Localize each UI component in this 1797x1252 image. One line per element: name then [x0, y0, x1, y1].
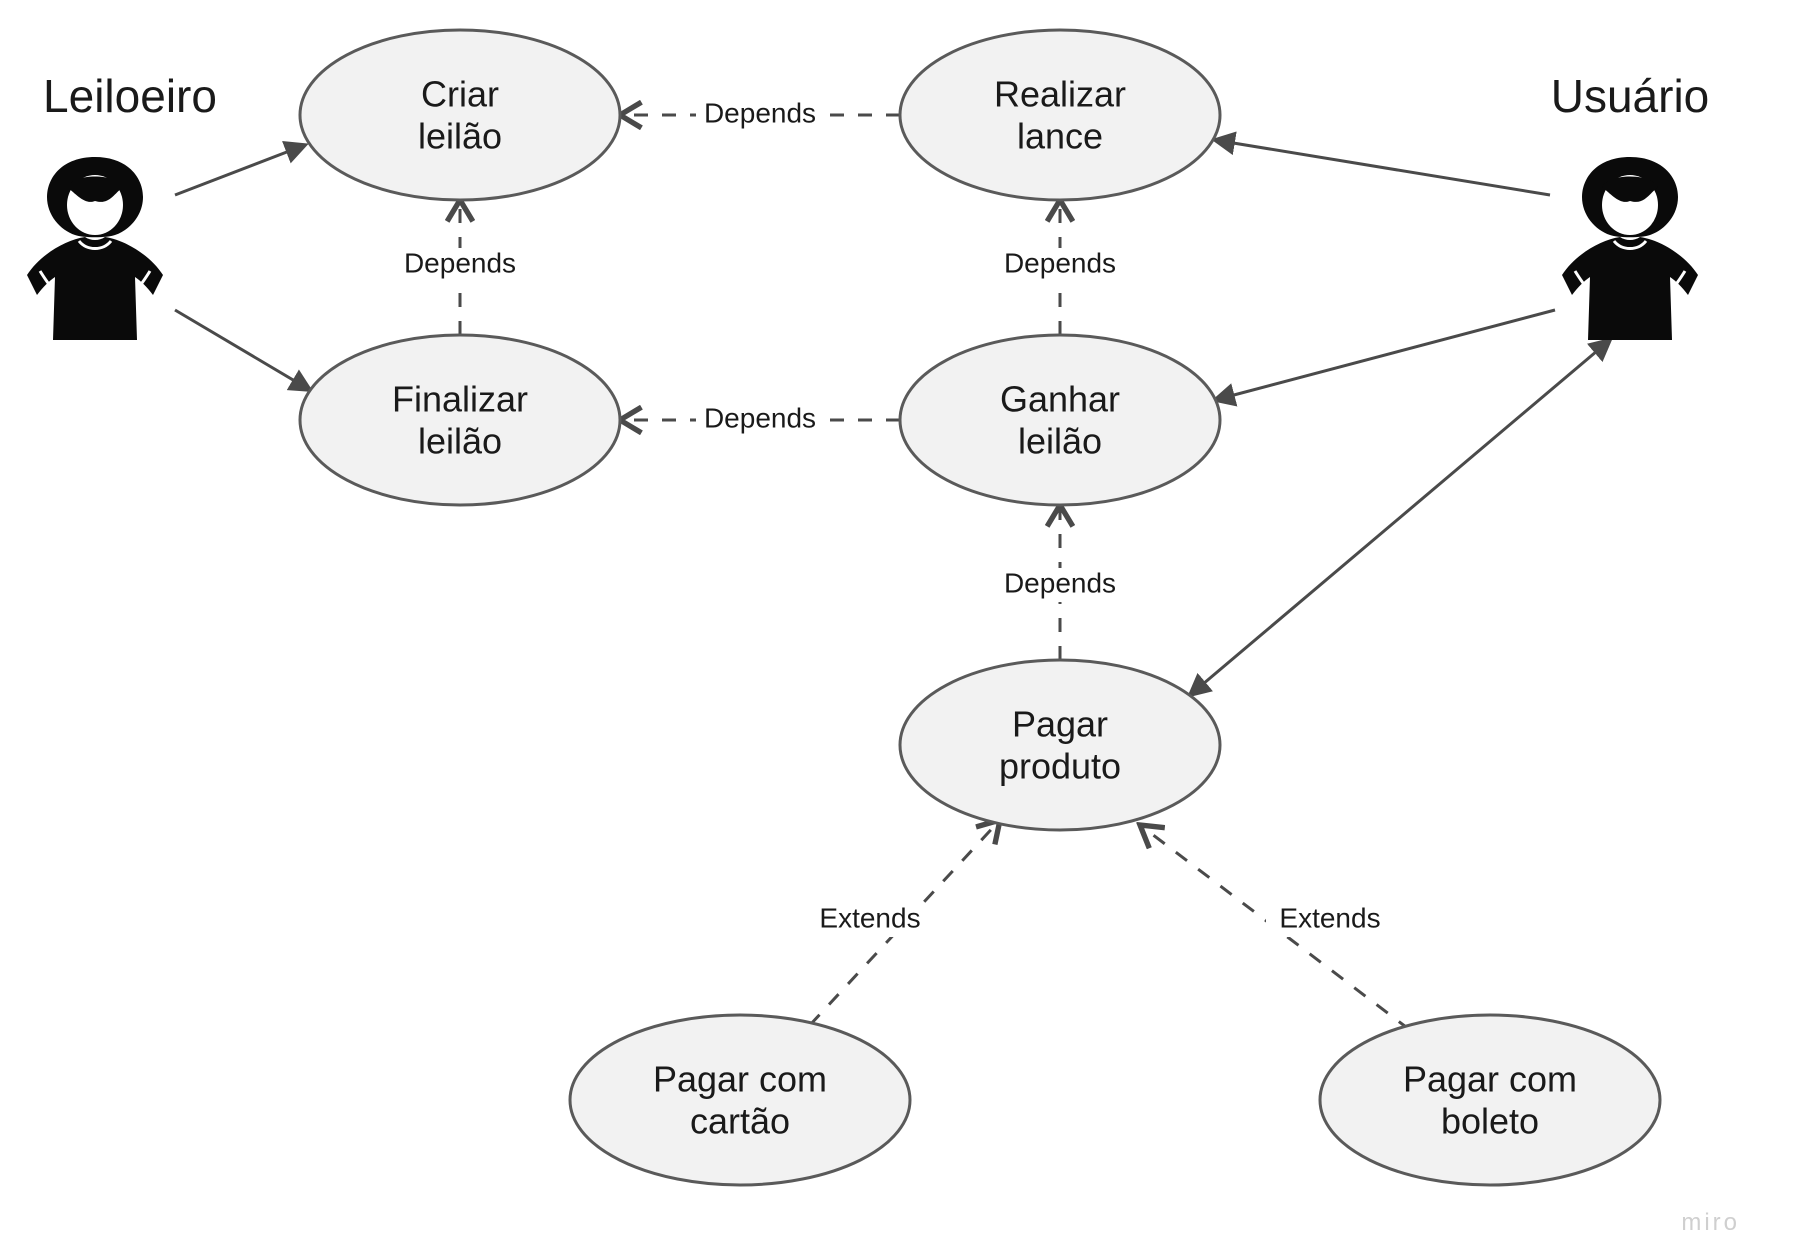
edges-layer	[175, 115, 1610, 1030]
use-case-label: boleto	[1441, 1101, 1539, 1142]
use-case-realizar-lance: Realizarlance	[900, 30, 1220, 200]
edge-label-realizar-criar: Depends	[704, 97, 816, 128]
edge-usuario-pagar	[1190, 340, 1610, 695]
actor-usuario	[1562, 157, 1698, 340]
use-case-ganhar-leilao: Ganharleilão	[900, 335, 1220, 505]
use-case-label: Ganhar	[1000, 379, 1120, 420]
use-case-criar-leilao: Criarleilão	[300, 30, 620, 200]
edge-label-ganhar-realizar: Depends	[1004, 247, 1116, 278]
use-case-label: leilão	[1018, 421, 1102, 462]
use-case-pagar-boleto: Pagar comboleto	[1320, 1015, 1660, 1185]
use-case-diagram: CriarleilãoRealizarlanceFinalizarleilãoG…	[0, 0, 1797, 1252]
edge-labels-layer: Depends Depends Depends Depends Depends Exten…	[396, 97, 1394, 937]
use-case-label: lance	[1017, 116, 1103, 157]
use-case-label: leilão	[418, 421, 502, 462]
edge-label-ganhar-finalizar: Depends	[704, 402, 816, 433]
actors-layer: Leiloeiro Usuário	[27, 70, 1709, 340]
person-icon	[1562, 157, 1698, 340]
use-cases-layer: CriarleilãoRealizarlanceFinalizarleilãoG…	[300, 30, 1660, 1185]
use-case-label: Pagar	[1012, 704, 1108, 745]
use-case-label: cartão	[690, 1101, 790, 1142]
use-case-label: Pagar com	[653, 1059, 827, 1100]
actor-label-leiloeiro: Leiloeiro	[43, 70, 217, 122]
edge-label-pagar-ganhar: Depends	[1004, 567, 1116, 598]
use-case-label: Finalizar	[392, 379, 528, 420]
use-case-label: Pagar com	[1403, 1059, 1577, 1100]
use-case-label: Realizar	[994, 74, 1126, 115]
actor-label-usuario: Usuário	[1551, 70, 1710, 122]
edge-leiloeiro-criar	[175, 145, 305, 195]
edge-leiloeiro-finalizar	[175, 310, 310, 390]
use-case-finalizar-leilao: Finalizarleilão	[300, 335, 620, 505]
use-case-pagar-produto: Pagarproduto	[900, 660, 1220, 830]
edge-label-cartao-pagar: Extends	[819, 902, 920, 933]
person-icon	[27, 157, 163, 340]
watermark: miro	[1681, 1209, 1740, 1236]
use-case-pagar-cartao: Pagar comcartão	[570, 1015, 910, 1185]
actor-leiloeiro	[27, 157, 163, 340]
use-case-label: leilão	[418, 116, 502, 157]
use-case-label: Criar	[421, 74, 499, 115]
edge-label-finalizar-criar: Depends	[404, 247, 516, 278]
edge-usuario-realizar	[1215, 140, 1550, 195]
edge-label-boleto-pagar: Extends	[1279, 902, 1380, 933]
use-case-label: produto	[999, 746, 1121, 787]
edge-usuario-ganhar	[1215, 310, 1555, 400]
